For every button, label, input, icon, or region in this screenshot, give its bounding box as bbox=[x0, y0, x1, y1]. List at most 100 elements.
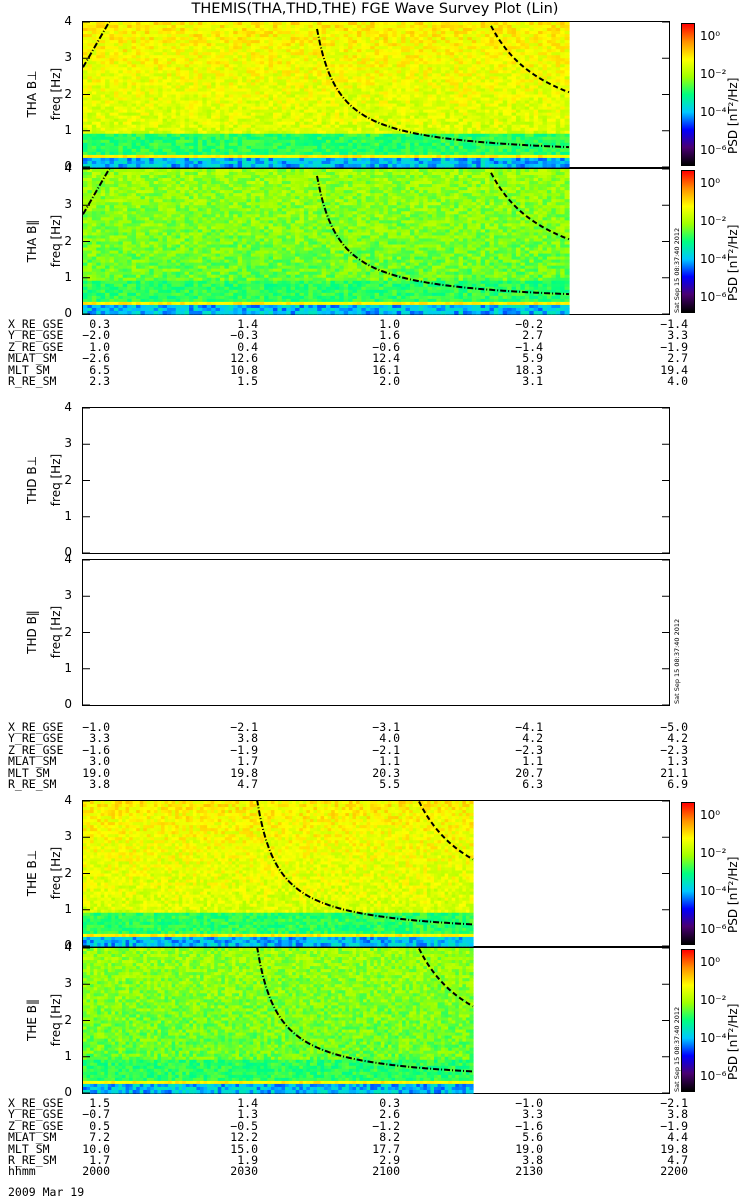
colorbar-the-bperp bbox=[681, 802, 695, 945]
ephemeris-row: hhmm 2000 2030 2100 2130 2200 bbox=[8, 1165, 738, 1177]
ephemeris-value: 3.1 bbox=[483, 375, 543, 387]
ephemeris-value: 2.7 bbox=[483, 329, 543, 341]
y-tick-label: 0 bbox=[52, 159, 72, 173]
y-axis-label: freq [Hz] bbox=[49, 813, 63, 933]
date-label: 2009 Mar 19 bbox=[8, 1186, 84, 1198]
ephemeris-name: X_RE_GSE bbox=[8, 1097, 63, 1109]
ephemeris-name: R_RE_SM bbox=[8, 375, 56, 387]
ephemeris-value: 1.1 bbox=[340, 755, 400, 767]
ephemeris-value: 2.7 bbox=[628, 352, 688, 364]
y-tick-label: 2 bbox=[52, 234, 72, 248]
ephemeris-value: 3.3 bbox=[50, 732, 110, 744]
ephemeris-value: −2.1 bbox=[340, 744, 400, 756]
spectrogram-panel-the-bpar bbox=[82, 947, 670, 1094]
ephemeris-name: Y_RE_GSE bbox=[8, 732, 63, 744]
helium-gyrofreq-curve bbox=[418, 801, 474, 861]
colorbar-tick-label: 10⁰ bbox=[700, 955, 720, 969]
ephemeris-value: 4.7 bbox=[628, 1154, 688, 1166]
ephemeris-name: MLAT_SM bbox=[8, 352, 56, 364]
spectrogram-thd-bpar bbox=[83, 560, 669, 706]
colorbar-tick-label: 10⁻² bbox=[700, 67, 726, 81]
tha-ephem: X_RE_GSE 0.3 1.4 1.0 −0.2 −1.4 Y_RE_GSE −2.0 −0.… bbox=[8, 318, 738, 387]
ephemeris-value: −1.4 bbox=[628, 318, 688, 330]
colorbar-tick-label: 10⁻⁶ bbox=[700, 1069, 726, 1083]
ephemeris-value: −1.6 bbox=[483, 1120, 543, 1132]
ephemeris-value: 2000 bbox=[50, 1165, 110, 1177]
ephemeris-value: 12.6 bbox=[198, 352, 258, 364]
y-axis-label: freq [Hz] bbox=[49, 420, 63, 540]
ephemeris-value: 20.3 bbox=[340, 767, 400, 779]
ephemeris-row: MLT_SM 19.0 19.8 20.3 20.7 21.1 bbox=[8, 767, 738, 779]
ephemeris-value: 1.0 bbox=[340, 318, 400, 330]
colorbar-tick-label: 10⁻⁶ bbox=[700, 143, 726, 157]
panel-label: THD B⊥ bbox=[25, 420, 39, 540]
y-tick-label: 2 bbox=[52, 87, 72, 101]
ephemeris-value: −2.1 bbox=[198, 721, 258, 733]
ephemeris-value: 19.0 bbox=[483, 1143, 543, 1155]
colorbar-tick-label: 10⁰ bbox=[700, 176, 720, 190]
ephemeris-value: −1.9 bbox=[628, 1120, 688, 1132]
ephemeris-value: 4.2 bbox=[483, 732, 543, 744]
ephemeris-value: −0.5 bbox=[198, 1120, 258, 1132]
ephemeris-value: 7.2 bbox=[50, 1131, 110, 1143]
colorbar-title: PSD [nT²/Hz] bbox=[726, 34, 740, 153]
ephemeris-value: 18.3 bbox=[483, 364, 543, 376]
ephemeris-value: 21.1 bbox=[628, 767, 688, 779]
ephemeris-name: Z_RE_GSE bbox=[8, 1120, 63, 1132]
ephemeris-value: 2.9 bbox=[340, 1154, 400, 1166]
colorbar-tick-label: 10⁰ bbox=[700, 29, 720, 43]
colorbar-tick-label: 10⁻⁶ bbox=[700, 290, 726, 304]
ephemeris-name: MLT_SM bbox=[8, 364, 50, 376]
ephemeris-name: Y_RE_GSE bbox=[8, 1108, 63, 1120]
ephemeris-name: R_RE_SM bbox=[8, 1154, 56, 1166]
y-tick-label: 1 bbox=[52, 509, 72, 523]
y-tick-label: 4 bbox=[52, 940, 72, 954]
ephemeris-value: −2.1 bbox=[628, 1097, 688, 1109]
early-gyrofreq-curve bbox=[83, 22, 111, 68]
ephemeris-value: 1.6 bbox=[340, 329, 400, 341]
colorbar-tick-label: 10⁻⁴ bbox=[700, 252, 726, 266]
y-tick-label: 2 bbox=[52, 1013, 72, 1027]
y-tick-label: 0 bbox=[52, 306, 72, 320]
proton-gyrofreq-curve bbox=[316, 175, 570, 296]
ephemeris-value: 1.0 bbox=[50, 341, 110, 353]
y-tick-label: 0 bbox=[52, 938, 72, 952]
ephemeris-value: 3.3 bbox=[628, 329, 688, 341]
ephemeris-value: 1.7 bbox=[198, 755, 258, 767]
y-tick-label: 1 bbox=[52, 661, 72, 675]
ephemeris-value: −4.1 bbox=[483, 721, 543, 733]
ephemeris-row: R_RE_SM 1.7 1.9 2.9 3.8 4.7 bbox=[8, 1154, 738, 1166]
ephemeris-value: 2200 bbox=[628, 1165, 688, 1177]
ephemeris-name: Z_RE_GSE bbox=[8, 341, 63, 353]
ephemeris-value: 2130 bbox=[483, 1165, 543, 1177]
colorbar-title: PSD [nT²/Hz] bbox=[726, 960, 740, 1079]
ephemeris-name: X_RE_GSE bbox=[8, 318, 63, 330]
ephemeris-value: 6.9 bbox=[628, 778, 688, 790]
ephemeris-value: 0.5 bbox=[50, 1120, 110, 1132]
y-tick-label: 2 bbox=[52, 473, 72, 487]
ephemeris-row: MLT_SM 10.0 15.0 17.7 19.0 19.8 bbox=[8, 1143, 738, 1155]
ephemeris-row: X_RE_GSE 1.5 1.4 0.3 −1.0 −2.1 bbox=[8, 1097, 738, 1109]
panel-label: THA B⊥ bbox=[25, 34, 39, 154]
panel-label: THD B‖ bbox=[25, 572, 39, 692]
ephemeris-value: 16.1 bbox=[340, 364, 400, 376]
y-axis-label: freq [Hz] bbox=[49, 181, 63, 301]
spectrogram-thd-bperp bbox=[83, 408, 669, 554]
ephemeris-row: MLAT_SM 3.0 1.7 1.1 1.1 1.3 bbox=[8, 755, 738, 767]
ephemeris-value: 1.3 bbox=[198, 1108, 258, 1120]
y-tick-label: 2 bbox=[52, 625, 72, 639]
y-axis-label: freq [Hz] bbox=[49, 34, 63, 154]
ephemeris-value: −1.6 bbox=[50, 744, 110, 756]
ephemeris-value: 6.3 bbox=[483, 778, 543, 790]
the-ephem: X_RE_GSE 1.5 1.4 0.3 −1.0 −2.1 Y_RE_GSE −0.7 1.3… bbox=[8, 1097, 738, 1178]
ephemeris-value: 2030 bbox=[198, 1165, 258, 1177]
ephemeris-value: −2.6 bbox=[50, 352, 110, 364]
ephemeris-value: 4.0 bbox=[628, 375, 688, 387]
ephemeris-value: −2.0 bbox=[50, 329, 110, 341]
ephemeris-row: MLAT_SM 7.2 12.2 8.2 5.6 4.4 bbox=[8, 1131, 738, 1143]
spectrogram-cells bbox=[83, 801, 474, 947]
ephemeris-value: 2.6 bbox=[340, 1108, 400, 1120]
panel-label: THE B⊥ bbox=[25, 813, 39, 933]
ephemeris-name: hhmm bbox=[8, 1165, 36, 1177]
ephemeris-value: 5.9 bbox=[483, 352, 543, 364]
